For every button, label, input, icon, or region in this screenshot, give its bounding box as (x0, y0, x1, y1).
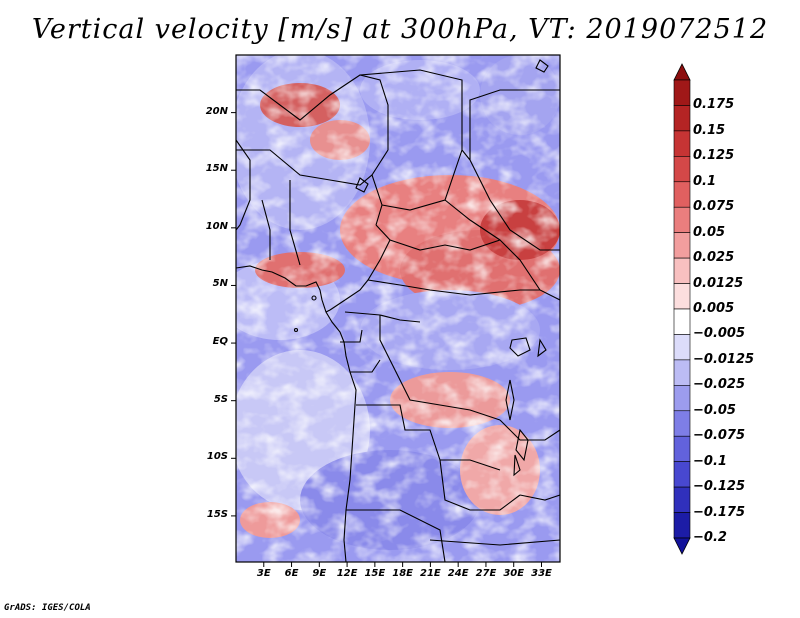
colorbar-label: 0.175 (693, 97, 735, 113)
colorbar-swatch (673, 359, 691, 386)
y-axis-ticks (231, 112, 236, 517)
colorbar-swatch (673, 130, 691, 157)
colorbar-label: 0.0125 (693, 275, 744, 291)
colorbar-label: 0.125 (693, 148, 735, 164)
x-tick-label: 18E (392, 568, 413, 579)
y-tick-label: 5N (212, 278, 228, 290)
x-tick-label: 33E (531, 568, 552, 579)
x-tick-label: 15E (364, 568, 386, 579)
colorbar-swatch (673, 410, 691, 437)
x-tick-label: 21E (420, 568, 441, 579)
colorbar-swatch (673, 257, 691, 284)
y-tick-label: 20N (205, 105, 228, 117)
y-tick-label: 5S (213, 393, 228, 405)
colorbar-top-arrow (673, 63, 691, 81)
colorbar-label: −0.025 (693, 377, 746, 393)
y-tick-label: 15S (206, 508, 228, 520)
boundaries (235, 59, 561, 563)
x-tick-label: 27E (475, 568, 497, 579)
x-tick-label: 30E (503, 568, 525, 579)
colorbar-label: 0.075 (693, 199, 735, 215)
y-tick-label: 10N (205, 220, 228, 232)
colorbar-swatch (673, 334, 691, 361)
colorbar-label: −0.005 (693, 326, 746, 342)
colorbar-swatch (673, 79, 691, 106)
vertical-velocity-field (236, 55, 560, 562)
colorbar-label: 0.15 (693, 122, 726, 138)
colorbar-label: 0.05 (693, 224, 726, 240)
map-frame (235, 54, 561, 563)
x-axis-ticks (263, 562, 542, 567)
x-tick-label: 9E (312, 568, 327, 579)
colorbar-label: −0.2 (693, 530, 727, 545)
colorbar-swatch (673, 308, 691, 335)
colorbar-swatch (673, 181, 691, 208)
colorbar-swatch (673, 232, 691, 259)
colorbar-label: 0.1 (693, 173, 717, 189)
colorbar-label: −0.05 (693, 402, 736, 418)
y-tick-label: 10S (206, 451, 228, 463)
x-tick-label: 6E (284, 568, 299, 579)
y-tick-label: 15N (205, 163, 228, 175)
colorbar-label: 0.005 (693, 301, 735, 316)
x-tick-label: 12E (336, 568, 358, 579)
colorbar-swatch (673, 156, 691, 183)
colorbar-swatch (673, 385, 691, 412)
colorbar-label: −0.125 (693, 479, 746, 495)
colorbar-swatch (673, 206, 691, 233)
colorbar-swatch (673, 461, 691, 488)
colorbar-swatch (673, 435, 691, 462)
colorbar-swatch (673, 105, 691, 132)
grads-credit: GrADS: IGES/COLA (4, 603, 91, 613)
colorbar (673, 63, 691, 555)
x-tick-label: 3E (256, 568, 271, 579)
y-tick-label: EQ (212, 336, 228, 348)
colorbar-label: 0.025 (693, 250, 735, 266)
chart-title: Vertical velocity [m/s] at 300hPa, VT: 2… (31, 14, 769, 45)
colorbar-bottom-arrow (673, 537, 691, 555)
colorbar-swatch (673, 283, 691, 310)
colorbar-swatch (673, 512, 691, 539)
colorbar-swatch (673, 486, 691, 513)
colorbar-label: −0.0125 (693, 351, 755, 367)
colorbar-label: −0.175 (693, 504, 746, 520)
colorbar-label: −0.075 (693, 428, 746, 444)
x-tick-label: 24E (447, 568, 469, 579)
colorbar-label: −0.1 (693, 453, 727, 469)
